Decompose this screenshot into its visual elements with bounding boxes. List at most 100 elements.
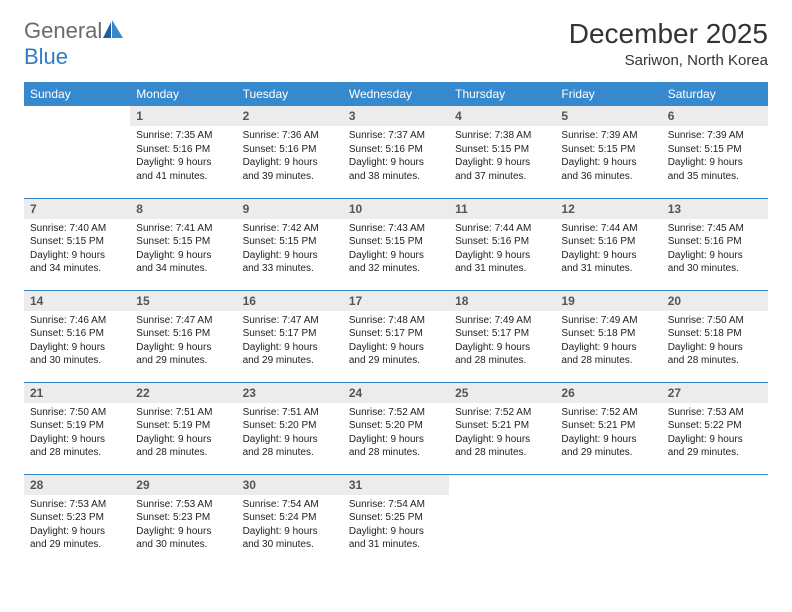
day-number: 2 — [237, 106, 343, 126]
calendar-cell: 7Sunrise: 7:40 AMSunset: 5:15 PMDaylight… — [24, 198, 130, 290]
day-details: Sunrise: 7:39 AMSunset: 5:15 PMDaylight:… — [555, 126, 661, 189]
sunrise-text: Sunrise: 7:40 AM — [30, 222, 124, 236]
calendar-cell: 22Sunrise: 7:51 AMSunset: 5:19 PMDayligh… — [130, 382, 236, 474]
sunrise-text: Sunrise: 7:52 AM — [455, 406, 549, 420]
daylight-text: Daylight: 9 hours and 28 minutes. — [243, 433, 337, 460]
daylight-text: Daylight: 9 hours and 41 minutes. — [136, 156, 230, 183]
day-number: 18 — [449, 291, 555, 311]
sunrise-text: Sunrise: 7:44 AM — [561, 222, 655, 236]
sunset-text: Sunset: 5:16 PM — [136, 143, 230, 157]
brand-logo: General Blue — [24, 18, 123, 70]
day-details: Sunrise: 7:45 AMSunset: 5:16 PMDaylight:… — [662, 219, 768, 282]
day-details: Sunrise: 7:38 AMSunset: 5:15 PMDaylight:… — [449, 126, 555, 189]
day-number: 4 — [449, 106, 555, 126]
sunrise-text: Sunrise: 7:39 AM — [561, 129, 655, 143]
day-number: 20 — [662, 291, 768, 311]
calendar-cell: 24Sunrise: 7:52 AMSunset: 5:20 PMDayligh… — [343, 382, 449, 474]
calendar-cell: 23Sunrise: 7:51 AMSunset: 5:20 PMDayligh… — [237, 382, 343, 474]
day-number: 22 — [130, 383, 236, 403]
day-number: 10 — [343, 199, 449, 219]
day-details: Sunrise: 7:48 AMSunset: 5:17 PMDaylight:… — [343, 311, 449, 374]
day-details: Sunrise: 7:35 AMSunset: 5:16 PMDaylight:… — [130, 126, 236, 189]
calendar-cell: 1Sunrise: 7:35 AMSunset: 5:16 PMDaylight… — [130, 106, 236, 198]
daylight-text: Daylight: 9 hours and 30 minutes. — [668, 249, 762, 276]
sunset-text: Sunset: 5:25 PM — [349, 511, 443, 525]
sunrise-text: Sunrise: 7:54 AM — [349, 498, 443, 512]
calendar-cell: 15Sunrise: 7:47 AMSunset: 5:16 PMDayligh… — [130, 290, 236, 382]
day-details: Sunrise: 7:42 AMSunset: 5:15 PMDaylight:… — [237, 219, 343, 282]
day-number: 12 — [555, 199, 661, 219]
day-number: 19 — [555, 291, 661, 311]
sunrise-text: Sunrise: 7:38 AM — [455, 129, 549, 143]
sunrise-text: Sunrise: 7:43 AM — [349, 222, 443, 236]
daylight-text: Daylight: 9 hours and 28 minutes. — [30, 433, 124, 460]
sunset-text: Sunset: 5:16 PM — [243, 143, 337, 157]
sunset-text: Sunset: 5:16 PM — [668, 235, 762, 249]
day-details: Sunrise: 7:49 AMSunset: 5:17 PMDaylight:… — [449, 311, 555, 374]
day-details: Sunrise: 7:47 AMSunset: 5:17 PMDaylight:… — [237, 311, 343, 374]
daylight-text: Daylight: 9 hours and 28 minutes. — [136, 433, 230, 460]
weekday-header-row: Sunday Monday Tuesday Wednesday Thursday… — [24, 82, 768, 106]
calendar-cell: 16Sunrise: 7:47 AMSunset: 5:17 PMDayligh… — [237, 290, 343, 382]
weekday-header: Friday — [555, 82, 661, 106]
calendar-cell: 9Sunrise: 7:42 AMSunset: 5:15 PMDaylight… — [237, 198, 343, 290]
day-details: Sunrise: 7:51 AMSunset: 5:19 PMDaylight:… — [130, 403, 236, 466]
day-number: 23 — [237, 383, 343, 403]
day-number: 7 — [24, 199, 130, 219]
sunset-text: Sunset: 5:17 PM — [455, 327, 549, 341]
calendar-cell: 31Sunrise: 7:54 AMSunset: 5:25 PMDayligh… — [343, 474, 449, 566]
day-details: Sunrise: 7:54 AMSunset: 5:24 PMDaylight:… — [237, 495, 343, 558]
daylight-text: Daylight: 9 hours and 30 minutes. — [30, 341, 124, 368]
day-details: Sunrise: 7:52 AMSunset: 5:20 PMDaylight:… — [343, 403, 449, 466]
calendar-week-row: 7Sunrise: 7:40 AMSunset: 5:15 PMDaylight… — [24, 198, 768, 290]
sunset-text: Sunset: 5:15 PM — [349, 235, 443, 249]
daylight-text: Daylight: 9 hours and 28 minutes. — [561, 341, 655, 368]
calendar-cell — [449, 474, 555, 566]
daylight-text: Daylight: 9 hours and 30 minutes. — [243, 525, 337, 552]
day-details: Sunrise: 7:44 AMSunset: 5:16 PMDaylight:… — [449, 219, 555, 282]
daylight-text: Daylight: 9 hours and 31 minutes. — [561, 249, 655, 276]
sunrise-text: Sunrise: 7:54 AM — [243, 498, 337, 512]
month-title: December 2025 — [569, 18, 768, 50]
calendar-cell: 27Sunrise: 7:53 AMSunset: 5:22 PMDayligh… — [662, 382, 768, 474]
sunset-text: Sunset: 5:20 PM — [243, 419, 337, 433]
daylight-text: Daylight: 9 hours and 29 minutes. — [349, 341, 443, 368]
day-number: 21 — [24, 383, 130, 403]
calendar-cell — [555, 474, 661, 566]
day-number: 6 — [662, 106, 768, 126]
sunset-text: Sunset: 5:15 PM — [30, 235, 124, 249]
weekday-header: Saturday — [662, 82, 768, 106]
sunrise-text: Sunrise: 7:53 AM — [136, 498, 230, 512]
day-details: Sunrise: 7:52 AMSunset: 5:21 PMDaylight:… — [449, 403, 555, 466]
sunset-text: Sunset: 5:17 PM — [349, 327, 443, 341]
day-number: 17 — [343, 291, 449, 311]
calendar-cell: 28Sunrise: 7:53 AMSunset: 5:23 PMDayligh… — [24, 474, 130, 566]
day-details: Sunrise: 7:36 AMSunset: 5:16 PMDaylight:… — [237, 126, 343, 189]
sunset-text: Sunset: 5:16 PM — [455, 235, 549, 249]
calendar-cell: 3Sunrise: 7:37 AMSunset: 5:16 PMDaylight… — [343, 106, 449, 198]
day-details: Sunrise: 7:41 AMSunset: 5:15 PMDaylight:… — [130, 219, 236, 282]
calendar-cell: 2Sunrise: 7:36 AMSunset: 5:16 PMDaylight… — [237, 106, 343, 198]
sunrise-text: Sunrise: 7:36 AM — [243, 129, 337, 143]
sunset-text: Sunset: 5:19 PM — [30, 419, 124, 433]
sunrise-text: Sunrise: 7:42 AM — [243, 222, 337, 236]
day-number: 11 — [449, 199, 555, 219]
calendar-cell: 19Sunrise: 7:49 AMSunset: 5:18 PMDayligh… — [555, 290, 661, 382]
daylight-text: Daylight: 9 hours and 29 minutes. — [243, 341, 337, 368]
calendar-cell: 29Sunrise: 7:53 AMSunset: 5:23 PMDayligh… — [130, 474, 236, 566]
sunrise-text: Sunrise: 7:45 AM — [668, 222, 762, 236]
title-block: December 2025 Sariwon, North Korea — [569, 18, 768, 69]
sunset-text: Sunset: 5:22 PM — [668, 419, 762, 433]
daylight-text: Daylight: 9 hours and 30 minutes. — [136, 525, 230, 552]
sunrise-text: Sunrise: 7:49 AM — [455, 314, 549, 328]
sunrise-text: Sunrise: 7:53 AM — [668, 406, 762, 420]
calendar-cell: 18Sunrise: 7:49 AMSunset: 5:17 PMDayligh… — [449, 290, 555, 382]
sunset-text: Sunset: 5:21 PM — [455, 419, 549, 433]
day-number: 1 — [130, 106, 236, 126]
day-number: 5 — [555, 106, 661, 126]
sunset-text: Sunset: 5:16 PM — [136, 327, 230, 341]
calendar-cell: 13Sunrise: 7:45 AMSunset: 5:16 PMDayligh… — [662, 198, 768, 290]
brand-text: General Blue — [24, 18, 123, 70]
calendar-cell: 5Sunrise: 7:39 AMSunset: 5:15 PMDaylight… — [555, 106, 661, 198]
daylight-text: Daylight: 9 hours and 28 minutes. — [349, 433, 443, 460]
